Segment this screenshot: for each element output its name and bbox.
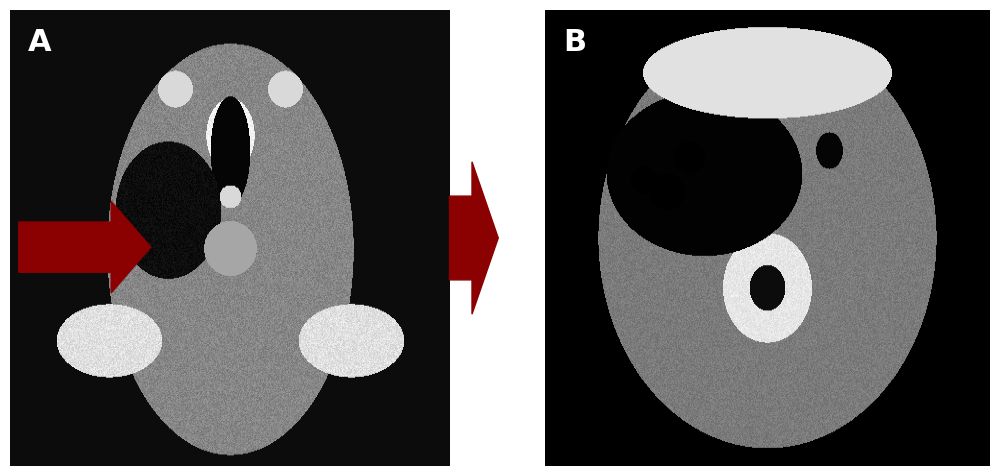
Text: A: A bbox=[28, 28, 51, 57]
Text: B: B bbox=[563, 28, 586, 57]
FancyArrow shape bbox=[19, 201, 151, 293]
